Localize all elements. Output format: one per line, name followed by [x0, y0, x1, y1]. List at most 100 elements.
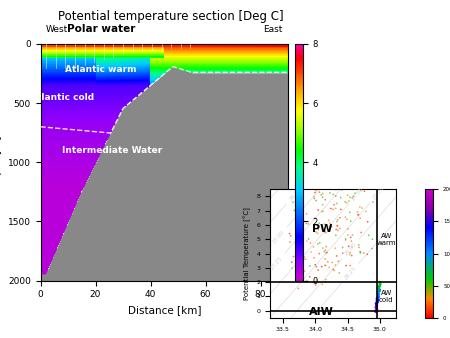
Point — [374, 290, 382, 296]
Point — [329, 192, 337, 197]
Point — [321, 221, 328, 227]
Point — [328, 224, 335, 229]
Point — [373, 307, 380, 313]
Point — [316, 251, 323, 256]
Point — [297, 240, 305, 245]
Text: 27.50: 27.50 — [351, 186, 364, 201]
Point — [369, 199, 377, 205]
Point — [374, 293, 382, 298]
Point — [355, 242, 362, 248]
Point — [313, 264, 320, 269]
Point — [288, 265, 296, 271]
Point — [332, 233, 339, 238]
Point — [323, 230, 330, 236]
Point — [314, 231, 321, 236]
Point — [337, 207, 344, 212]
Point — [372, 308, 379, 314]
Point — [332, 187, 339, 192]
Point — [332, 193, 339, 199]
Point — [319, 282, 326, 287]
Point — [311, 262, 319, 267]
Point — [296, 266, 303, 271]
Point — [376, 284, 383, 290]
Point — [376, 288, 383, 293]
Point — [286, 231, 293, 236]
Text: 27.75: 27.75 — [372, 186, 386, 201]
Point — [319, 195, 326, 200]
Point — [292, 251, 300, 257]
Point — [295, 286, 302, 291]
Point — [356, 215, 364, 221]
Point — [373, 298, 380, 304]
Point — [376, 288, 383, 293]
Point — [374, 303, 381, 308]
Point — [375, 290, 382, 295]
Point — [319, 209, 326, 214]
Point — [373, 303, 380, 309]
Point — [322, 247, 329, 253]
Point — [303, 238, 310, 244]
Point — [374, 297, 381, 303]
Text: 26.75: 26.75 — [288, 186, 302, 201]
Text: 28.25: 28.25 — [343, 265, 357, 281]
Point — [346, 252, 353, 257]
Point — [375, 284, 382, 289]
Point — [374, 297, 381, 302]
Point — [373, 306, 380, 311]
Point — [338, 187, 346, 193]
Point — [374, 292, 382, 297]
Point — [376, 283, 383, 289]
Point — [374, 296, 381, 301]
Point — [310, 255, 318, 261]
Point — [349, 232, 356, 238]
Point — [361, 189, 368, 194]
Point — [301, 268, 308, 274]
Point — [348, 253, 356, 258]
Point — [326, 190, 333, 196]
Point — [287, 233, 294, 239]
Point — [345, 244, 352, 249]
Point — [322, 197, 329, 202]
Point — [377, 280, 384, 286]
Point — [303, 221, 310, 226]
Point — [312, 282, 319, 288]
Point — [343, 217, 351, 222]
Point — [375, 286, 382, 291]
Point — [377, 281, 384, 286]
Point — [374, 299, 381, 305]
Point — [300, 216, 307, 221]
Text: Polar water: Polar water — [67, 24, 135, 34]
Point — [373, 302, 380, 307]
Point — [375, 294, 382, 300]
Point — [310, 194, 318, 199]
Point — [321, 229, 328, 235]
Point — [326, 220, 333, 226]
Point — [307, 249, 315, 255]
Point — [290, 254, 297, 259]
Point — [311, 190, 319, 195]
Text: Atlantic warm: Atlantic warm — [65, 66, 137, 74]
Point — [307, 240, 314, 246]
Point — [373, 305, 380, 311]
Point — [355, 212, 362, 217]
Point — [286, 239, 293, 245]
Point — [374, 299, 381, 305]
Point — [348, 238, 355, 244]
Point — [329, 207, 337, 212]
Point — [298, 203, 306, 209]
Point — [310, 280, 317, 285]
Point — [320, 202, 327, 207]
Point — [335, 259, 342, 264]
Text: PW: PW — [311, 224, 332, 234]
Point — [373, 302, 380, 308]
Point — [299, 257, 306, 263]
Point — [321, 263, 328, 268]
Point — [373, 301, 380, 306]
Point — [375, 291, 382, 296]
Point — [292, 228, 300, 234]
Point — [293, 262, 301, 268]
Point — [330, 202, 338, 208]
Text: AIW: AIW — [309, 307, 334, 317]
Point — [293, 265, 300, 270]
Point — [362, 209, 369, 214]
